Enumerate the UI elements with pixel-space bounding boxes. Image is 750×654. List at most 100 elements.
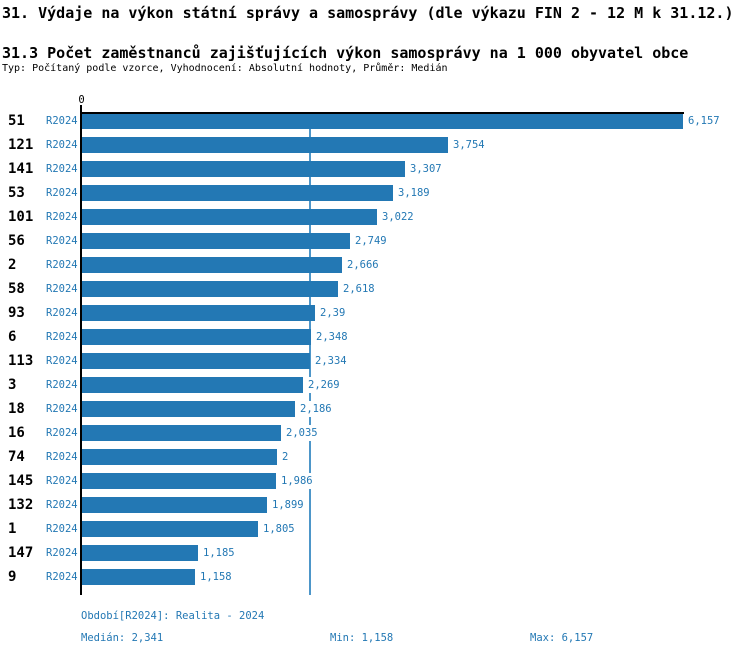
y-axis-line — [80, 105, 82, 595]
row-series-label: R2024 — [46, 163, 78, 175]
bar — [82, 497, 267, 513]
bar — [82, 473, 276, 489]
bar — [82, 185, 393, 201]
row-category-label: 2 — [8, 257, 17, 273]
bar — [82, 281, 338, 297]
row-series-label: R2024 — [46, 211, 78, 223]
row-series-label: R2024 — [46, 259, 78, 271]
row-series-label: R2024 — [46, 355, 78, 367]
row-series-label: R2024 — [46, 139, 78, 151]
row-series-label: R2024 — [46, 283, 78, 295]
footer-period-label: Období[R2024]: Realita - 2024 — [81, 610, 265, 622]
report-title: 31. Výdaje na výkon státní správy a samo… — [2, 4, 734, 22]
row-category-label: 93 — [8, 305, 25, 321]
chart-row: 18 R2024 2,186 — [0, 401, 750, 417]
bar-value-label: 1,185 — [203, 545, 237, 561]
chart-row: 1 R2024 1,805 — [0, 521, 750, 537]
bar-value-label: 2,666 — [347, 257, 381, 273]
footer-min-stat: Min: 1,158 — [330, 632, 394, 644]
row-category-label: 141 — [8, 161, 34, 177]
bar-value-label: 2,035 — [286, 425, 320, 441]
row-series-label: R2024 — [46, 307, 78, 319]
axis-zero-label: 0 — [78, 94, 85, 106]
row-category-label: 53 — [8, 185, 25, 201]
bar-value-label: 2,749 — [355, 233, 389, 249]
bar — [82, 209, 377, 225]
chart-row: 53 R2024 3,189 — [0, 185, 750, 201]
chart-row: 16 R2024 2,035 — [0, 425, 750, 441]
row-category-label: 121 — [8, 137, 34, 153]
row-category-label: 1 — [8, 521, 17, 537]
chart-row: 121 R2024 3,754 — [0, 137, 750, 153]
row-category-label: 101 — [8, 209, 34, 225]
bar — [82, 161, 405, 177]
chart-row: 51 R2024 6,157 — [0, 113, 750, 129]
bar — [82, 545, 198, 561]
chart-row: 132 R2024 1,899 — [0, 497, 750, 513]
bar — [82, 377, 303, 393]
bar — [82, 113, 683, 129]
chart-row: 93 R2024 2,39 — [0, 305, 750, 321]
chart-row: 74 R2024 2 — [0, 449, 750, 465]
chart-row: 101 R2024 3,022 — [0, 209, 750, 225]
bar — [82, 329, 311, 345]
row-category-label: 58 — [8, 281, 25, 297]
row-series-label: R2024 — [46, 571, 78, 583]
row-series-label: R2024 — [46, 115, 78, 127]
row-category-label: 9 — [8, 569, 17, 585]
bar-value-label: 3,307 — [410, 161, 444, 177]
chart-row: 141 R2024 3,307 — [0, 161, 750, 177]
row-category-label: 147 — [8, 545, 34, 561]
row-category-label: 74 — [8, 449, 25, 465]
row-series-label: R2024 — [46, 331, 78, 343]
chart-row: 6 R2024 2,348 — [0, 329, 750, 345]
row-category-label: 113 — [8, 353, 34, 369]
row-series-label: R2024 — [46, 499, 78, 511]
row-category-label: 16 — [8, 425, 25, 441]
bar — [82, 137, 448, 153]
bar — [82, 521, 258, 537]
bar — [82, 257, 342, 273]
bar-value-label: 2,334 — [315, 353, 349, 369]
bar — [82, 425, 281, 441]
bar-value-label: 2,269 — [308, 377, 342, 393]
chart-row: 58 R2024 2,618 — [0, 281, 750, 297]
row-series-label: R2024 — [46, 403, 78, 415]
bar — [82, 449, 277, 465]
bar-value-label: 2,186 — [300, 401, 334, 417]
row-series-label: R2024 — [46, 547, 78, 559]
chart-row: 113 R2024 2,334 — [0, 353, 750, 369]
bar-value-label: 2,348 — [316, 329, 350, 345]
chart-row: 9 R2024 1,158 — [0, 569, 750, 585]
row-category-label: 145 — [8, 473, 34, 489]
chart-meta-line: Typ: Počítaný podle vzorce, Vyhodnocení:… — [2, 63, 448, 74]
bar-value-label: 2,618 — [343, 281, 377, 297]
bar — [82, 569, 195, 585]
footer-median-stat: Medián: 2,341 — [81, 632, 164, 644]
row-category-label: 6 — [8, 329, 17, 345]
row-category-label: 51 — [8, 113, 25, 129]
chart-row: 145 R2024 1,986 — [0, 473, 750, 489]
median-gridline — [309, 112, 311, 595]
bar-value-label: 1,158 — [200, 569, 234, 585]
chart-row: 56 R2024 2,749 — [0, 233, 750, 249]
row-series-label: R2024 — [46, 427, 78, 439]
bar-value-label: 3,189 — [398, 185, 432, 201]
bar-value-label: 1,805 — [263, 521, 297, 537]
row-category-label: 3 — [8, 377, 17, 393]
row-series-label: R2024 — [46, 187, 78, 199]
row-category-label: 18 — [8, 401, 25, 417]
row-category-label: 56 — [8, 233, 25, 249]
bar-value-label: 6,157 — [688, 113, 722, 129]
bar — [82, 353, 310, 369]
bar-value-label: 3,022 — [382, 209, 416, 225]
bar-value-label: 1,899 — [272, 497, 306, 513]
bar-value-label: 2,39 — [320, 305, 348, 321]
chart-row: 3 R2024 2,269 — [0, 377, 750, 393]
chart-row: 147 R2024 1,185 — [0, 545, 750, 561]
x-axis-line — [81, 112, 684, 114]
bar — [82, 305, 315, 321]
row-series-label: R2024 — [46, 451, 78, 463]
row-series-label: R2024 — [46, 379, 78, 391]
